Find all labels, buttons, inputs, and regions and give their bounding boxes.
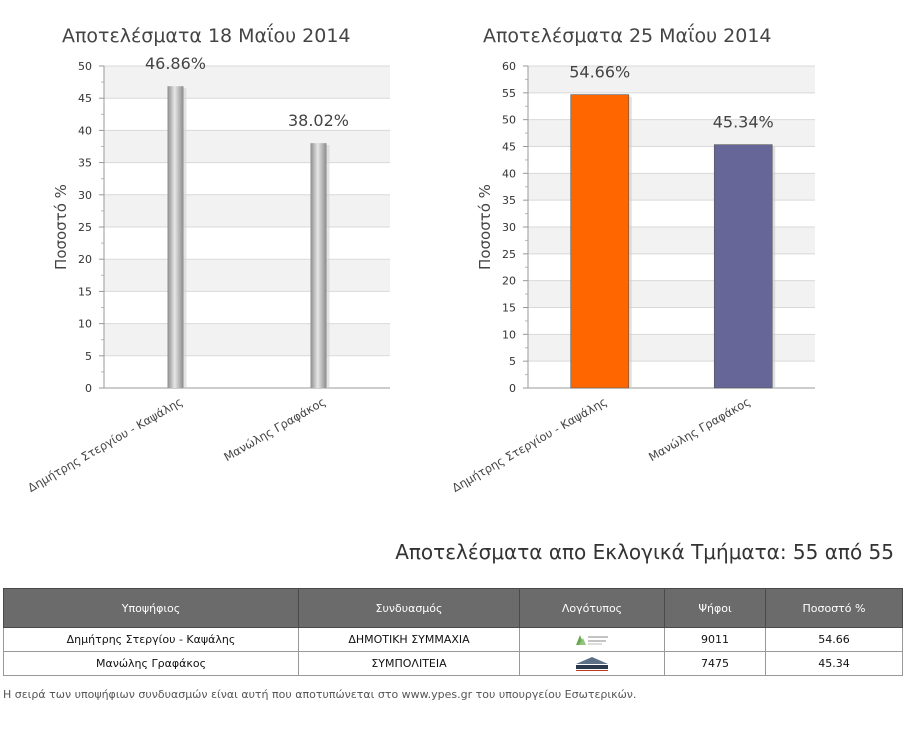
footnote: Η σειρά των υποψήφιων συνδυασμών είναι α… [3, 688, 637, 701]
percent-value: 54.66 [765, 627, 903, 652]
data-label: 38.02% [288, 111, 349, 130]
y-tick-label: 15 [78, 285, 92, 298]
votes-value: 7475 [664, 651, 766, 676]
table-header-row: Υποψήφιος Συνδυασμός Λογότυπος Ψήφοι Ποσ… [3, 588, 903, 628]
column-header-votes: Ψήφοι [664, 588, 766, 628]
percent-value: 45.34 [765, 651, 903, 676]
y-tick-label: 35 [78, 157, 92, 170]
data-label: 54.66% [569, 63, 630, 82]
candidate-name: Δημήτρης Στεργίου - Καψάλης [3, 627, 299, 652]
column-header-percent: Ποσοστό % [765, 588, 903, 628]
y-tick-label: 50 [502, 114, 516, 127]
y-tick-label: 40 [78, 124, 92, 137]
grid-band [528, 66, 815, 93]
y-tick-label: 20 [502, 275, 516, 288]
votes-value: 9011 [664, 627, 766, 652]
bar [570, 94, 630, 389]
y-tick-label: 20 [78, 253, 92, 266]
chart-may-18: 0 5 10 15 20 25 30 35 40 45 50 Αποτελέσματα 18 Μαΐο… [25, 23, 390, 495]
x-category-label: Δημήτρης Στεργίου - Καψάλης [25, 394, 185, 494]
sympoliteia-logo [572, 655, 612, 672]
chart-title: Αποτελέσματα 18 Μαΐου 2014 [62, 23, 351, 47]
bar [713, 144, 773, 389]
y-tick-label: 30 [502, 221, 516, 234]
y-tick-label: 60 [502, 60, 516, 73]
y-tick-label: 40 [502, 167, 516, 180]
y-tick-label: 45 [78, 92, 92, 105]
data-label: 45.34% [713, 113, 774, 132]
party-name: ΣΥΜΠΟΛΙΤΕΙΑ [298, 651, 520, 676]
y-tick-label: 5 [85, 350, 92, 363]
y-tick-label: 45 [502, 141, 516, 154]
y-tick-label: 10 [502, 328, 516, 341]
y-tick-label: 10 [78, 318, 92, 331]
chart-title: Αποτελέσματα 25 Μαΐου 2014 [483, 23, 772, 47]
y-tick-label: 55 [502, 87, 516, 100]
x-category-label: Μανώλης Γραφάκος [646, 394, 753, 464]
party-logo-cell [519, 627, 665, 652]
x-category-label: Δημήτρης Στεργίου - Καψάλης [453, 394, 609, 494]
y-axis-label: Ποσοστό % [52, 184, 70, 270]
column-header-logo: Λογότυπος [519, 588, 665, 628]
party-name: ΔΗΜΟΤΙΚΗ ΣΥΜΜΑΧΙΑ [298, 627, 520, 652]
bar [310, 143, 327, 388]
y-tick-label: 50 [78, 60, 92, 73]
grid-band [104, 130, 390, 163]
column-header-party: Συνδυασμός [298, 588, 520, 628]
results-heading: Αποτελέσματα απο Εκλογικά Τμήματα: 55 απ… [395, 540, 894, 564]
y-tick-label: 25 [78, 221, 92, 234]
grid-band [104, 194, 390, 227]
x-category-label: Μανώλης Γραφάκος [221, 394, 328, 464]
y-tick-label: 30 [78, 189, 92, 202]
y-tick-label: 25 [502, 248, 516, 261]
y-tick-label: 0 [85, 382, 92, 395]
results-table: Υποψήφιος Συνδυασμός Λογότυπος Ψήφοι Ποσ… [3, 588, 903, 676]
y-tick-label: 5 [509, 355, 516, 368]
column-header-candidate: Υποψήφιος [3, 588, 299, 628]
y-tick-label: 35 [502, 194, 516, 207]
grid-band [104, 66, 390, 99]
table-row: Δημήτρης Στεργίου - Καψάλης ΔΗΜΟΤΙΚΗ ΣΥΜ… [3, 627, 903, 652]
grid-band [104, 323, 390, 356]
y-axis-label: Ποσοστό % [476, 184, 494, 270]
y-tick-label: 0 [509, 382, 516, 395]
table-row: Μανώλης Γραφάκος ΣΥΜΠΟΛΙΤΕΙΑ 7475 45.34 [3, 651, 903, 676]
candidate-name: Μανώλης Γραφάκος [3, 651, 299, 676]
data-label: 46.86% [145, 54, 206, 73]
bar [167, 86, 184, 388]
dimotiki-symmaxia-logo [572, 631, 612, 648]
party-logo-cell [519, 651, 665, 676]
y-tick-label: 15 [502, 302, 516, 315]
chart-may-25: 0 5 10 15 20 25 30 35 40 45 50 55 60 Αποτελέσματα 25 … [453, 23, 815, 495]
grid-band [104, 259, 390, 292]
